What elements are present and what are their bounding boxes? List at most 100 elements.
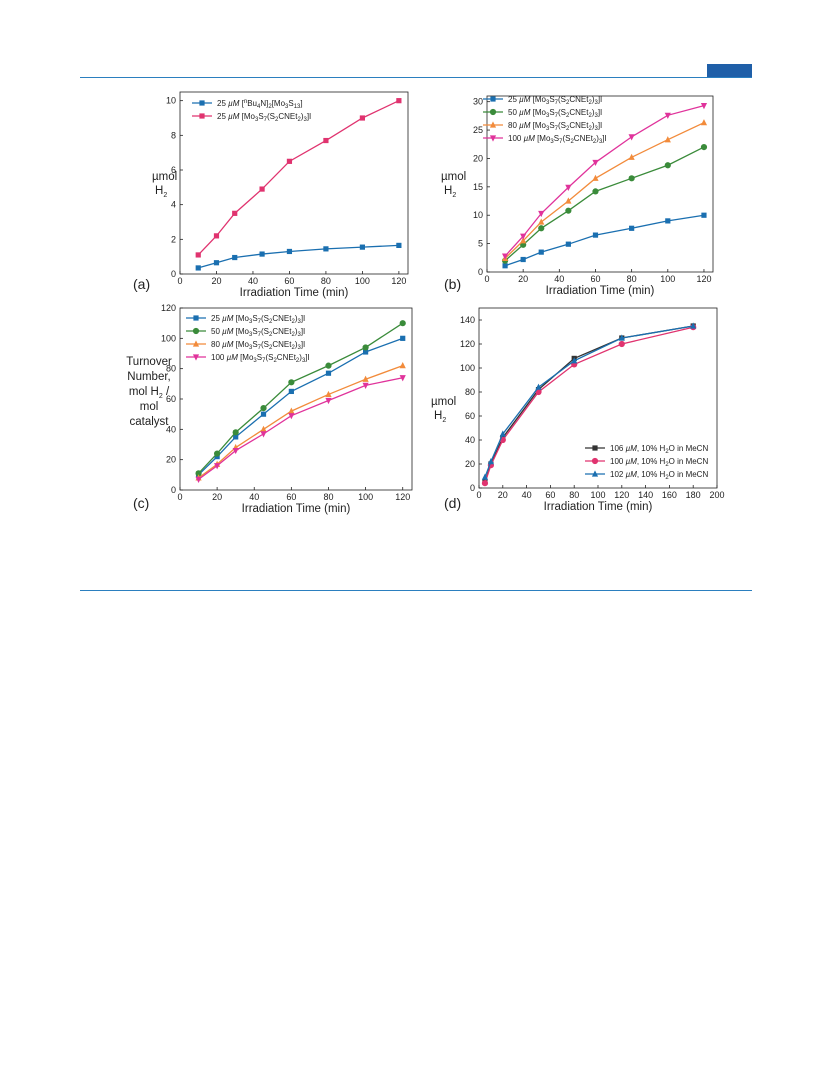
data-point — [592, 188, 599, 195]
data-point — [325, 362, 332, 369]
y-axis-label-line: mol — [140, 401, 159, 413]
data-point — [664, 112, 671, 119]
series-line — [198, 337, 403, 476]
data-point — [520, 233, 527, 240]
legend-label: 50 µM [Mo3S7(S2CNEt2)3]I — [508, 108, 602, 119]
y-axis-label-line: catalyst — [130, 416, 170, 428]
legend-marker — [192, 327, 200, 335]
x-tick-label: 60 — [590, 274, 600, 284]
legend-marker — [592, 445, 598, 451]
y-axis-subscript: 2 — [159, 393, 163, 400]
x-tick-label: 60 — [284, 276, 294, 286]
data-point — [288, 379, 295, 386]
x-tick-label: 100 — [358, 492, 373, 502]
series-line — [504, 146, 705, 262]
y-tick-label: 10 — [473, 210, 483, 220]
y-tick-label: 100 — [460, 363, 475, 373]
x-tick-label: 120 — [696, 274, 711, 284]
legend-label: 106 µM, 10% H2O in MeCN — [610, 444, 708, 455]
y-axis-label: µmol — [431, 396, 456, 408]
data-point — [325, 397, 332, 405]
legend-marker — [192, 340, 200, 347]
series-line — [198, 365, 403, 479]
data-point — [571, 357, 578, 364]
legend-label: 25 µM [Mo3S7(S2CNEt2)3]I — [508, 95, 602, 106]
data-point — [701, 212, 707, 218]
y-tick-label: 40 — [166, 424, 176, 434]
legend-label: 80 µM [Mo3S7(S2CNEt2)3]I — [508, 121, 602, 132]
data-point — [214, 463, 221, 470]
data-point — [565, 184, 572, 192]
x-tick-label: 40 — [522, 490, 532, 500]
data-point — [213, 233, 220, 239]
legend-marker — [591, 457, 599, 465]
data-point — [501, 253, 509, 260]
x-tick-label: 40 — [554, 274, 564, 284]
x-tick-label: 80 — [569, 490, 579, 500]
y-axis-label-line: mol H2 / — [129, 386, 170, 400]
y-tick-label: 100 — [161, 333, 176, 343]
data-point — [700, 103, 708, 110]
data-point — [664, 162, 671, 169]
data-point — [213, 260, 220, 266]
legend-marker — [490, 96, 496, 102]
data-point — [502, 263, 508, 269]
x-tick-label: 20 — [212, 492, 222, 502]
panel-label: (d) — [444, 495, 461, 511]
data-point — [232, 447, 239, 455]
header-tab — [707, 64, 752, 77]
data-point — [399, 375, 406, 382]
y-tick-label: 20 — [465, 459, 475, 469]
y-axis-label-sub: H2 — [155, 185, 167, 199]
data-point — [535, 383, 542, 390]
data-point — [260, 425, 267, 432]
y-axis-subscript: 2 — [163, 192, 167, 199]
y-tick-label: 20 — [473, 153, 483, 163]
data-point — [323, 246, 329, 252]
data-point — [565, 197, 572, 204]
data-point — [700, 143, 708, 151]
legend-label: 100 µM [Mo3S7(S2CNEt2)3]I — [508, 134, 607, 145]
y-axis-label: µmol — [152, 171, 177, 183]
data-point — [260, 405, 267, 412]
x-tick-label: 80 — [627, 274, 637, 284]
data-point — [565, 241, 571, 247]
panel-label: (b) — [444, 276, 461, 292]
legend-label: 25 µM [nBu4N]2[Mo3S13] — [217, 99, 303, 110]
series-line — [197, 100, 400, 256]
data-point — [399, 320, 406, 327]
data-point — [259, 186, 265, 192]
footer-rule — [80, 590, 752, 591]
y-tick-label: 40 — [465, 435, 475, 445]
data-point — [481, 480, 489, 487]
x-tick-label: 0 — [484, 274, 489, 284]
data-point — [592, 174, 599, 181]
data-point — [195, 265, 201, 271]
legend-marker — [199, 100, 205, 106]
y-axis-label-line: Turnover — [126, 356, 172, 368]
legend-label: 100 µM, 10% H2O in MeCN — [610, 457, 708, 468]
data-point — [538, 210, 545, 218]
x-tick-label: 0 — [476, 490, 481, 500]
y-tick-label: 0 — [171, 269, 176, 279]
legend-label: 102 µM, 10% H2O in MeCN — [610, 470, 708, 481]
legend-marker — [193, 315, 199, 321]
data-point — [362, 375, 369, 382]
data-point — [665, 218, 671, 224]
x-tick-label: 120 — [391, 276, 406, 286]
y-tick-label: 60 — [166, 394, 176, 404]
x-tick-label: 100 — [590, 490, 605, 500]
data-point — [232, 254, 238, 261]
data-point — [359, 115, 365, 121]
data-point — [690, 322, 697, 329]
chart-panel-b: 0 20 40 60 80 100 120 0 5 10 15 20 25 30 Irradiation T… — [441, 95, 714, 297]
y-axis-label-sub: H2 — [444, 185, 456, 199]
y-tick-label: 6 — [171, 165, 176, 175]
x-axis-label: Irradiation Time (min) — [546, 285, 655, 297]
x-tick-label: 60 — [545, 490, 555, 500]
data-point — [700, 119, 708, 126]
data-point — [399, 362, 406, 369]
series-line — [198, 322, 404, 474]
legend-marker — [489, 135, 497, 142]
